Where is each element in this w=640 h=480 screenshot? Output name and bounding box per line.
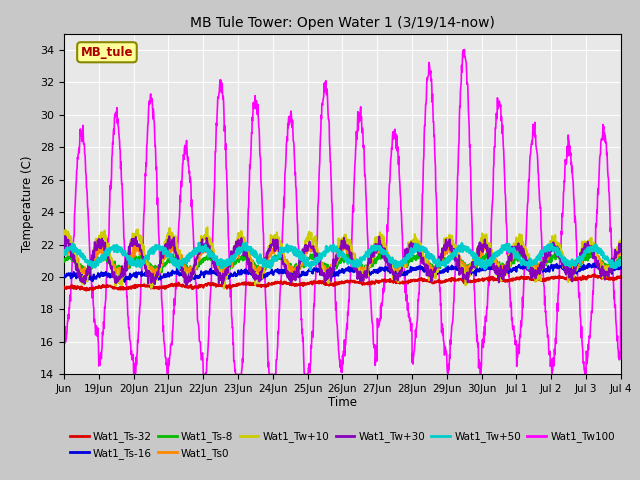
Wat1_Ts-16 [121,279,129,285]
Wat1_Tw+10 [474,243,482,249]
Wat1_Ts-8 [556,256,564,262]
Wat1_Tw+30 [182,282,190,288]
Y-axis label: Temperature (C): Temperature (C) [22,156,35,252]
Wat1_Tw+10 [318,265,326,271]
Wat1_Tw+30 [617,241,625,247]
Line: Wat1_Tw+10: Wat1_Tw+10 [64,228,621,288]
Wat1_Tw100 [60,333,68,339]
Wat1_Ts-32 [60,284,68,289]
Wat1_Ts-8 [317,261,325,267]
Wat1_Tw+10 [328,262,336,267]
Wat1_Tw+30 [556,255,564,261]
Wat1_Tw+10 [611,257,618,263]
Wat1_Tw100 [556,253,564,259]
Wat1_Ts-16 [60,274,68,279]
Wat1_Ts0 [617,247,625,252]
Line: Wat1_Ts-8: Wat1_Ts-8 [64,252,621,274]
Wat1_Tw+50 [318,252,326,258]
Wat1_Ts0 [556,245,564,251]
Wat1_Tw+30 [328,265,336,271]
Wat1_Tw+50 [474,255,482,261]
X-axis label: Time: Time [328,396,357,408]
Wat1_Tw+50 [147,246,155,252]
Wat1_Ts-16 [317,270,325,276]
Wat1_Ts0 [317,267,325,273]
Wat1_Ts-32 [148,286,156,291]
Line: Wat1_Tw100: Wat1_Tw100 [64,49,621,374]
Wat1_Tw+50 [556,249,564,255]
Wat1_Tw+30 [474,243,482,249]
Wat1_Tw100 [617,262,625,267]
Wat1_Ts-32 [328,281,336,287]
Wat1_Tw+30 [60,238,68,244]
Line: Wat1_Ts-16: Wat1_Ts-16 [64,263,621,282]
Wat1_Ts-32 [474,278,482,284]
Wat1_Ts-16 [556,264,564,269]
Title: MB Tule Tower: Open Water 1 (3/19/14-now): MB Tule Tower: Open Water 1 (3/19/14-now… [190,16,495,30]
Text: MB_tule: MB_tule [81,46,133,59]
Line: Wat1_Ts0: Wat1_Ts0 [64,240,621,278]
Wat1_Ts-8 [84,271,92,276]
Wat1_Ts0 [481,238,488,243]
Wat1_Ts-32 [556,275,563,281]
Line: Wat1_Tw+30: Wat1_Tw+30 [64,236,621,285]
Wat1_Ts-16 [486,260,494,266]
Wat1_Tw+10 [220,286,228,291]
Wat1_Tw+30 [148,276,156,282]
Wat1_Ts-32 [611,277,618,283]
Wat1_Tw+30 [318,267,326,273]
Wat1_Tw+10 [204,225,211,230]
Wat1_Ts-16 [328,274,336,280]
Wat1_Ts-8 [515,249,522,255]
Wat1_Ts-32 [591,272,599,277]
Wat1_Tw+50 [328,248,336,253]
Wat1_Tw+10 [556,242,564,248]
Wat1_Ts-16 [148,274,156,279]
Wat1_Tw100 [461,47,468,52]
Wat1_Tw+30 [611,255,618,261]
Wat1_Tw+10 [60,231,68,237]
Wat1_Tw+50 [60,250,68,256]
Wat1_Ts-8 [148,264,156,270]
Wat1_Tw+50 [617,259,625,264]
Wat1_Tw+50 [195,240,203,246]
Wat1_Tw100 [317,116,325,122]
Wat1_Ts0 [81,276,89,281]
Wat1_Ts-8 [474,260,482,266]
Wat1_Tw+50 [611,261,618,267]
Wat1_Tw100 [474,340,482,346]
Wat1_Ts-8 [611,264,618,270]
Wat1_Ts0 [60,251,68,257]
Wat1_Tw100 [328,201,336,206]
Legend: Wat1_Ts-32, Wat1_Ts-16, Wat1_Ts-8, Wat1_Ts0, Wat1_Tw+10, Wat1_Tw+30, Wat1_Tw+50,: Wat1_Ts-32, Wat1_Ts-16, Wat1_Ts-8, Wat1_… [66,427,619,463]
Wat1_Ts-8 [328,263,336,269]
Line: Wat1_Tw+50: Wat1_Tw+50 [64,243,621,270]
Wat1_Ts-32 [83,288,90,293]
Wat1_Ts-8 [617,254,625,260]
Wat1_Ts-16 [617,264,625,269]
Wat1_Tw+10 [147,275,155,281]
Wat1_Tw100 [130,372,138,377]
Wat1_Ts-16 [474,266,482,272]
Wat1_Ts0 [148,264,156,269]
Wat1_Ts-32 [317,280,325,286]
Line: Wat1_Ts-32: Wat1_Ts-32 [64,275,621,290]
Wat1_Ts0 [328,269,336,275]
Wat1_Tw+30 [61,233,69,239]
Wat1_Tw+50 [307,267,314,273]
Wat1_Ts0 [611,256,618,262]
Wat1_Ts-8 [60,259,68,264]
Wat1_Tw+10 [617,238,625,243]
Wat1_Tw100 [148,96,156,102]
Wat1_Ts-16 [611,266,618,272]
Wat1_Ts0 [474,250,482,256]
Wat1_Ts-32 [617,273,625,279]
Wat1_Tw100 [611,288,618,294]
